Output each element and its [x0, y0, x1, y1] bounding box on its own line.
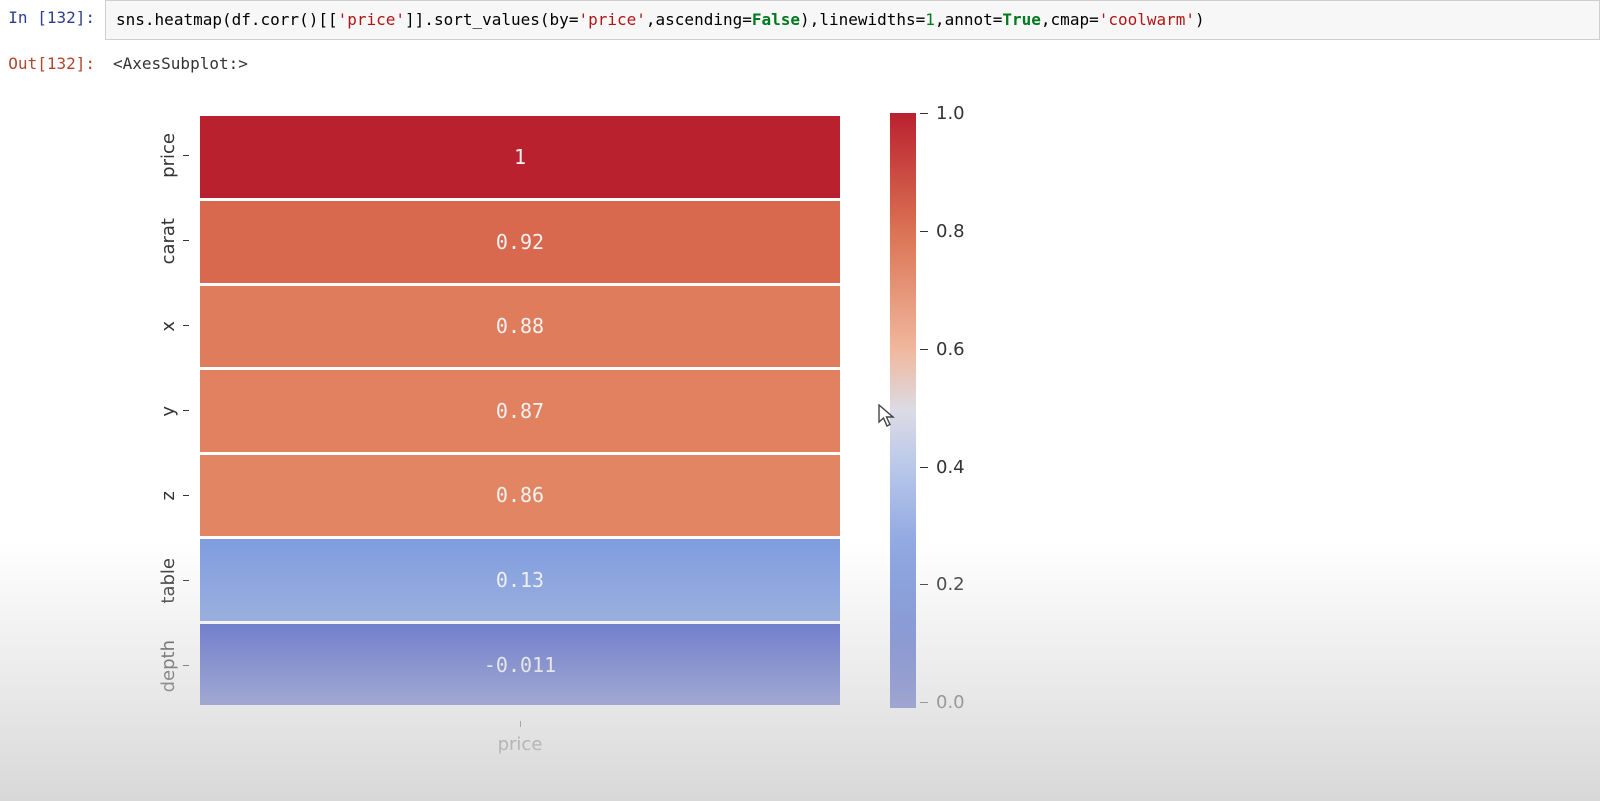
colorbar — [890, 113, 916, 708]
heatmap-figure: pricecaratxyztabledepth 10.920.880.870.8… — [120, 103, 1120, 763]
heatmap-row: 0.87 — [200, 370, 840, 455]
heatmap-body: 10.920.880.870.860.13-0.011 — [200, 113, 840, 708]
out-prompt: Out[132]: — [0, 46, 105, 73]
heatmap-row: 0.92 — [200, 201, 840, 286]
heatmap-ylabel: x — [120, 283, 195, 368]
colorbar-tick: 1.0 — [920, 103, 965, 124]
heatmap-ylabel: depth — [120, 623, 195, 708]
heatmap-row: 0.88 — [200, 286, 840, 371]
heatmap-xlabel: price — [498, 734, 543, 755]
heatmap-row: -0.011 — [200, 624, 840, 709]
heatmap-xlabel-wrap: price — [200, 713, 840, 755]
heatmap-row: 1 — [200, 113, 840, 201]
colorbar-tick: 0.2 — [920, 574, 965, 595]
colorbar-ticks: 1.00.80.60.40.20.0 — [920, 113, 1000, 708]
in-prompt: In [132]: — [0, 0, 105, 27]
colorbar-tick: 0.4 — [920, 457, 965, 478]
colorbar-tick: 0.8 — [920, 221, 965, 242]
heatmap-row: 0.86 — [200, 455, 840, 540]
output-text: <AxesSubplot:> — [105, 46, 248, 73]
input-cell: In [132]: sns.heatmap(df.corr()[['price'… — [0, 0, 1600, 40]
heatmap-xtick — [520, 721, 521, 727]
heatmap-row: 0.13 — [200, 539, 840, 624]
heatmap-ylabels: pricecaratxyztabledepth — [120, 113, 195, 708]
output-cell: Out[132]: <AxesSubplot:> — [0, 46, 1600, 73]
heatmap-ylabel: carat — [120, 198, 195, 283]
code-input[interactable]: sns.heatmap(df.corr()[['price']].sort_va… — [105, 0, 1600, 40]
heatmap-ylabel: table — [120, 538, 195, 623]
colorbar-tick: 0.6 — [920, 339, 965, 360]
heatmap-ylabel: y — [120, 368, 195, 453]
colorbar-tick: 0.0 — [920, 692, 965, 713]
heatmap-ylabel: z — [120, 453, 195, 538]
heatmap-ylabel: price — [120, 113, 195, 198]
